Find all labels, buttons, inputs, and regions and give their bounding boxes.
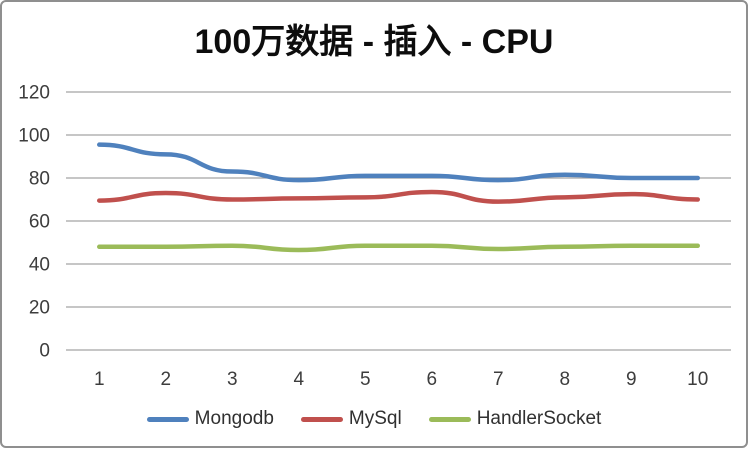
legend-label-mysql: MySql — [348, 408, 402, 429]
x-tick-label: 8 — [559, 369, 570, 390]
legend-label-mongodb: Mongodb — [194, 408, 274, 429]
y-tick-label: 40 — [29, 255, 50, 276]
y-tick-label: 60 — [29, 212, 50, 233]
legend-item-handlersocket: HandlerSocket — [428, 408, 602, 430]
series-line-handlersocket — [97, 243, 700, 253]
legend-item-mongodb: Mongodb — [146, 408, 274, 430]
x-tick-label: 2 — [160, 369, 171, 390]
x-tick-label: 3 — [227, 369, 238, 390]
y-tick-label: 100 — [18, 126, 50, 147]
legend-swatch-mysql — [300, 416, 343, 422]
y-tick-label: 20 — [29, 298, 50, 319]
x-tick-label: 5 — [360, 369, 371, 390]
x-tick-label: 10 — [687, 369, 708, 390]
x-tick-label: 7 — [493, 369, 504, 390]
x-tick-label: 4 — [293, 369, 304, 390]
legend-label-handlersocket: HandlerSocket — [476, 408, 602, 429]
legend-item-mysql: MySql — [300, 408, 402, 430]
x-tick-label: 9 — [626, 369, 637, 390]
x-tick-label: 6 — [426, 369, 437, 390]
y-tick-label: 120 — [18, 83, 50, 104]
y-tick-label: 80 — [29, 169, 50, 190]
legend-swatch-mongodb — [146, 416, 189, 422]
chart-title: 100万数据 - 插入 - CPU — [194, 23, 554, 61]
series-line-mongodb — [97, 142, 700, 183]
x-tick-label: 1 — [94, 369, 105, 390]
y-tick-label: 0 — [39, 341, 50, 362]
legend: Mongodb MySql HandlerSocket — [2, 408, 746, 430]
series-line-mysql — [97, 189, 700, 204]
legend-swatch-handlersocket — [428, 416, 471, 422]
